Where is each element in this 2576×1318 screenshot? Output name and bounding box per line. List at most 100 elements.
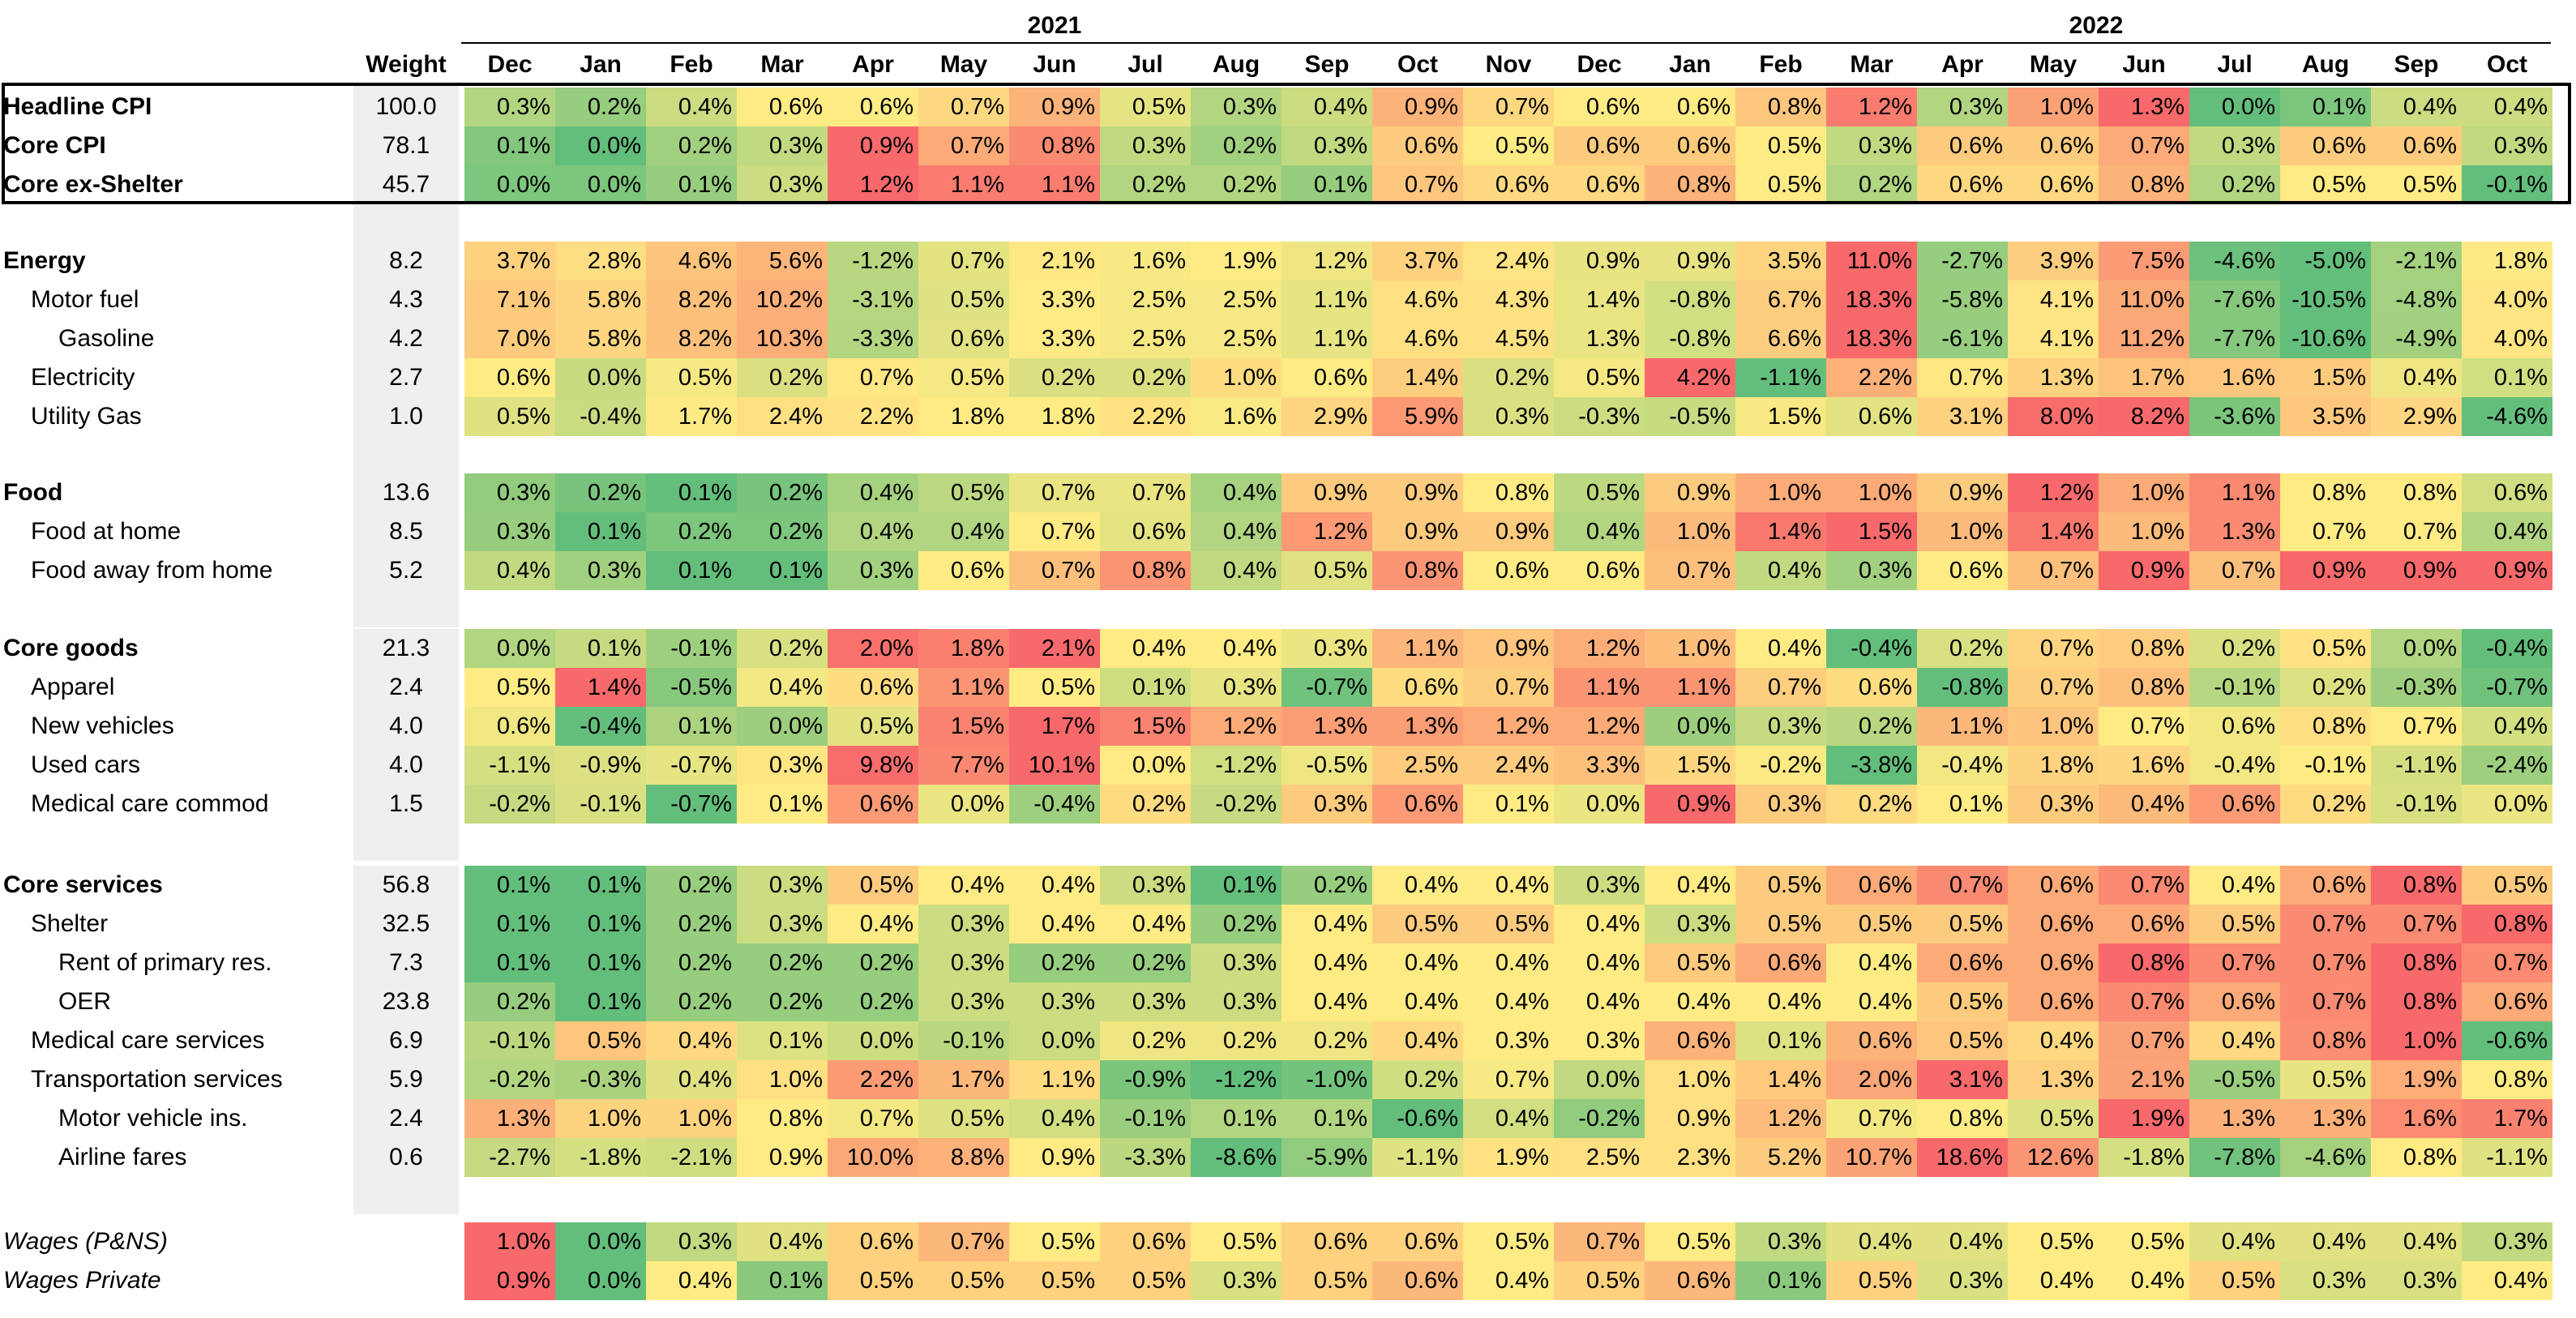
heatmap-cell: 1.5% — [1826, 512, 1917, 551]
row-weight: 45.7 — [382, 171, 430, 198]
heatmap-cell: 0.3% — [2008, 785, 2099, 824]
heatmap-cell: 1.1% — [1554, 668, 1645, 707]
month-header: Oct — [1397, 51, 1438, 78]
heatmap-cell: -0.9% — [1100, 1060, 1191, 1099]
row-label: Electricity — [31, 364, 135, 391]
heatmap-cell: 0.0% — [464, 629, 555, 668]
heatmap-cell: 3.7% — [464, 242, 555, 280]
heatmap-cell: 0.3% — [1645, 905, 1735, 944]
heatmap-cell: 0.9% — [828, 126, 918, 165]
heatmap-cell: 1.1% — [1372, 629, 1463, 668]
heatmap-cell: 0.8% — [737, 1099, 828, 1138]
heatmap-cell: 0.6% — [1463, 165, 1554, 204]
heatmap-cell: 0.6% — [2462, 982, 2552, 1021]
heatmap-cell: 0.5% — [1463, 905, 1554, 944]
heatmap-cell: 0.1% — [646, 165, 737, 204]
heatmap-cell: 0.3% — [555, 551, 646, 590]
heatmap-cell: 0.4% — [1191, 629, 1282, 668]
heatmap-cell: 10.2% — [737, 280, 828, 319]
heatmap-cell: 0.3% — [2371, 1261, 2462, 1300]
row-label: Food — [3, 479, 63, 506]
heatmap-cell: 0.5% — [1463, 126, 1554, 165]
heatmap-cell: 0.4% — [1554, 982, 1645, 1021]
heatmap-cell: 5.9% — [1372, 397, 1463, 436]
heatmap-cell: -0.5% — [2189, 1060, 2280, 1099]
row-weight: 4.0 — [389, 751, 423, 778]
heatmap-cell: 0.0% — [555, 1261, 646, 1300]
heatmap-cell: 0.8% — [1372, 551, 1463, 590]
heatmap-cell: 11.0% — [2099, 280, 2189, 319]
row-label: Core goods — [3, 635, 139, 661]
heatmap-cell: 0.1% — [737, 551, 828, 590]
heatmap-cell: 0.0% — [828, 1021, 918, 1060]
heatmap-cell: 0.5% — [1100, 1261, 1191, 1300]
heatmap-cell: -0.2% — [1191, 785, 1282, 824]
heatmap-cell: -8.6% — [1191, 1138, 1282, 1177]
heatmap-cell: 0.5% — [1645, 944, 1735, 982]
heatmap-cell: 0.9% — [1645, 242, 1735, 280]
heatmap-cell: 1.2% — [1191, 707, 1282, 746]
heatmap-cell: 2.4% — [1463, 242, 1554, 280]
row-label: Food away from home — [31, 557, 273, 584]
heatmap-cell: -4.6% — [2280, 1138, 2371, 1177]
heatmap-cell: 1.7% — [646, 397, 737, 436]
heatmap-cell: 0.4% — [737, 1222, 828, 1261]
heatmap-cell: 0.0% — [464, 165, 555, 204]
heatmap-cell: 0.2% — [1009, 358, 1100, 397]
heatmap-cell: 0.4% — [1282, 982, 1372, 1021]
heatmap-cell: 0.2% — [737, 944, 828, 982]
heatmap-cell: -3.3% — [828, 319, 918, 358]
heatmap-cell: 0.0% — [918, 785, 1009, 824]
heatmap-cell: 1.0% — [1917, 512, 2008, 551]
heatmap-cell: -0.3% — [555, 1060, 646, 1099]
heatmap-cell: 0.3% — [1100, 982, 1191, 1021]
heatmap-cell: 0.4% — [2189, 866, 2280, 905]
heatmap-cell: -1.8% — [2099, 1138, 2189, 1177]
heatmap-cell: 0.5% — [1191, 1222, 1282, 1261]
heatmap-cell: 0.6% — [1282, 1222, 1372, 1261]
heatmap-cell: 1.0% — [2099, 512, 2189, 551]
heatmap-cell: 0.1% — [737, 785, 828, 824]
heatmap-cell: 0.4% — [828, 473, 918, 512]
heatmap-cell: 0.2% — [737, 982, 828, 1021]
heatmap-cell: 0.5% — [1282, 1261, 1372, 1300]
heatmap-cell: 4.2% — [1645, 358, 1735, 397]
heatmap-cell: 0.8% — [2099, 629, 2189, 668]
heatmap-cell: 0.4% — [2099, 785, 2189, 824]
heatmap-cell: 0.2% — [1191, 1021, 1282, 1060]
heatmap-cell: 0.5% — [1554, 358, 1645, 397]
heatmap-cell: 0.6% — [1917, 944, 2008, 982]
heatmap-cell: 0.5% — [1645, 1222, 1735, 1261]
heatmap-cell: 0.6% — [2008, 944, 2099, 982]
heatmap-cell: 0.2% — [1826, 785, 1917, 824]
heatmap-cell: 0.1% — [1191, 866, 1282, 905]
heatmap-cell: 0.4% — [1917, 1222, 2008, 1261]
heatmap-cell: -0.1% — [555, 785, 646, 824]
heatmap-cell: 0.5% — [1917, 982, 2008, 1021]
heatmap-cell: 0.3% — [1282, 629, 1372, 668]
heatmap-cell: 0.8% — [2280, 1021, 2371, 1060]
heatmap-cell: -0.1% — [2371, 785, 2462, 824]
heatmap-cell: 0.4% — [2462, 1261, 2552, 1300]
heatmap-cell: 1.2% — [1282, 512, 1372, 551]
row-weight: 32.5 — [382, 910, 430, 937]
heatmap-cell: 0.4% — [1282, 944, 1372, 982]
row-weight: 8.5 — [389, 518, 423, 545]
heatmap-cell: 1.3% — [2189, 1099, 2280, 1138]
heatmap-cell: 0.3% — [1191, 982, 1282, 1021]
row-weight: 4.3 — [389, 286, 423, 313]
heatmap-cell: -0.7% — [2462, 668, 2552, 707]
heatmap-cell: 0.7% — [2371, 512, 2462, 551]
heatmap-cell: 3.3% — [1009, 319, 1100, 358]
weight-column-band — [353, 473, 459, 627]
heatmap-cell: -0.2% — [464, 785, 555, 824]
heatmap-cell: 2.4% — [737, 397, 828, 436]
heatmap-cell: 1.5% — [1735, 397, 1826, 436]
heatmap-cell: 0.6% — [2099, 905, 2189, 944]
heatmap-cell: 0.3% — [918, 905, 1009, 944]
heatmap-cell: 4.6% — [646, 242, 737, 280]
heatmap-cell: 2.4% — [1463, 746, 1554, 785]
heatmap-cell: 0.7% — [1645, 551, 1735, 590]
heatmap-cell: 0.6% — [1917, 551, 2008, 590]
heatmap-cell: 0.6% — [2462, 473, 2552, 512]
